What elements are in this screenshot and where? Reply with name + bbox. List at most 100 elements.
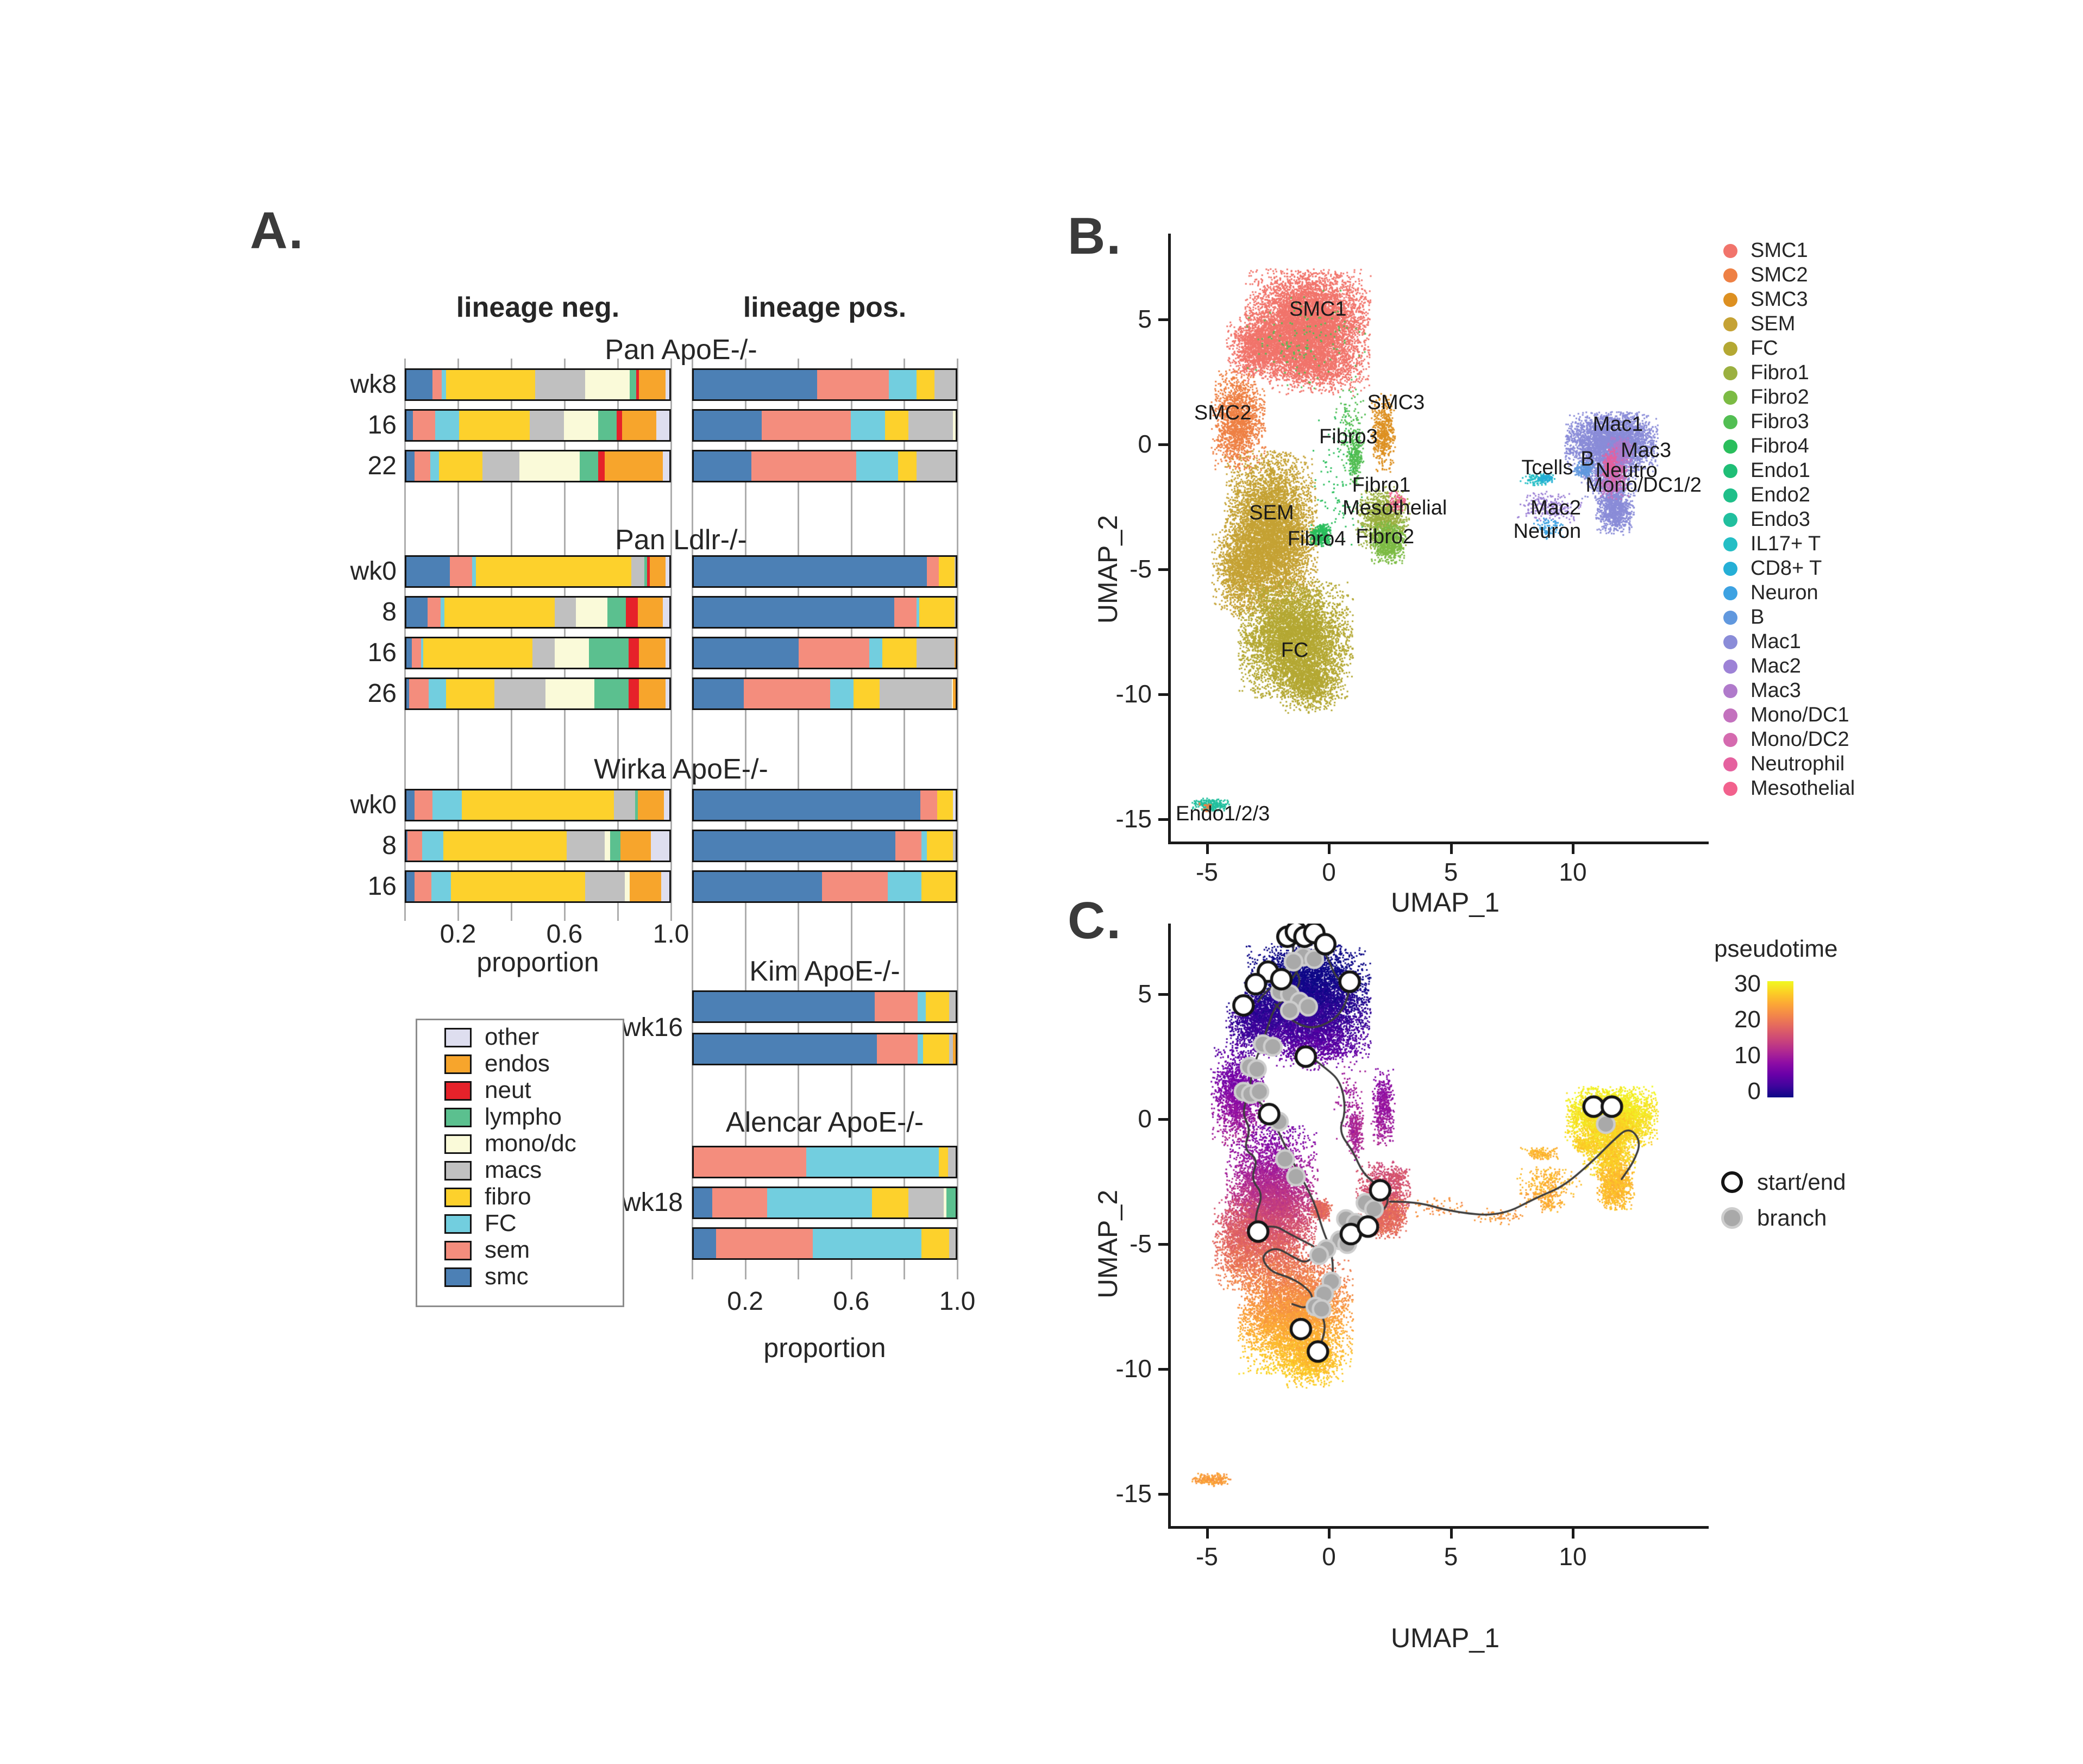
- bar-segment-fibro: [443, 831, 567, 861]
- group-row-label: wk16: [622, 1013, 683, 1042]
- row-label: 16: [367, 872, 397, 901]
- bar-segment-sem: [822, 872, 888, 901]
- legend-label-fibro3: Fibro3: [1751, 410, 1809, 433]
- bar-segment-monodc: [953, 411, 956, 440]
- bar-segment-macs: [916, 451, 956, 481]
- panel-b-y-tick: [1158, 693, 1168, 696]
- bar-segment-sem: [798, 638, 869, 668]
- legend-label-neut: neut: [485, 1077, 531, 1103]
- bar-segment-macs: [482, 451, 520, 481]
- bar-segment-fibro: [451, 872, 586, 901]
- stacked-bar: [692, 555, 957, 588]
- bar-segment-lympho: [644, 557, 647, 586]
- stacked-bar: [405, 368, 671, 401]
- bar-segment-sem: [894, 598, 917, 627]
- section-title: Kim ApoE-/-: [749, 956, 900, 987]
- legend-label-mesothelial: Mesothelial: [1751, 777, 1855, 800]
- bar-segment-other: [651, 831, 669, 861]
- bar-segment-endos: [953, 1034, 956, 1064]
- bar-segment-monodc: [585, 370, 630, 399]
- legend-label-fc: FC: [485, 1210, 517, 1236]
- panel-c-x-tick-label: -5: [1196, 1542, 1218, 1571]
- cluster-label-mesothelial: Mesothelial: [1342, 496, 1447, 519]
- bar-segment-sem: [762, 411, 851, 440]
- panel-c-y-tick-label: 5: [1138, 980, 1152, 1008]
- colorbar-tick-label: 30: [1734, 970, 1761, 997]
- legend-swatch-neut: [444, 1081, 472, 1101]
- section-title: Alencar ApoE-/-: [725, 1107, 924, 1138]
- axis-tick-label-pos: 0.2: [727, 1287, 763, 1316]
- x-axis-title-pos: proportion: [763, 1333, 886, 1363]
- panel-c-label: C.: [1068, 892, 1122, 950]
- legend-swatch-fibro: [444, 1188, 472, 1207]
- bar-segment-lympho: [589, 638, 629, 668]
- bar-segment-sem: [874, 992, 918, 1021]
- bar-segment-sem: [926, 557, 939, 586]
- legend-dot-mono-dc2: [1723, 733, 1737, 747]
- bar-segment-neut: [617, 411, 622, 440]
- panel-b-y-tick: [1158, 568, 1168, 571]
- bar-segment-fc: [813, 1229, 922, 1258]
- bar-segment-smc: [694, 679, 744, 708]
- legend-dot-fc: [1723, 342, 1737, 356]
- bar-segment-endos: [637, 598, 663, 627]
- cluster-label-mac1: Mac1: [1592, 412, 1643, 436]
- bar-segment-fibro: [898, 451, 917, 481]
- panel-c-x-tick: [1572, 1529, 1574, 1539]
- bar-segment-fibro: [938, 557, 955, 586]
- stacked-bar: [405, 409, 671, 442]
- bar-segment-lympho: [946, 1188, 956, 1217]
- bar-segment-neut: [626, 598, 638, 627]
- bar-segment-endos: [639, 679, 666, 708]
- bar-segment-macs: [880, 679, 952, 708]
- stacked-bar: [405, 830, 671, 862]
- stacked-bar: [692, 637, 957, 669]
- bar-segment-smc: [406, 679, 409, 708]
- cluster-label-endo1-2-3: Endo1/2/3: [1176, 802, 1270, 826]
- bar-segment-sem: [716, 1229, 813, 1258]
- panel-c-y-tick: [1158, 1118, 1168, 1121]
- legend-label-sem: sem: [485, 1236, 530, 1263]
- bar-segment-smc: [406, 790, 415, 820]
- axis-tick-label-neg: 0.6: [546, 920, 583, 949]
- bar-segment-fc: [430, 451, 440, 481]
- colorbar-tick-label: 20: [1734, 1006, 1761, 1033]
- cluster-label-mac2: Mac2: [1530, 496, 1582, 519]
- panel-b-x-tick: [1450, 844, 1453, 854]
- bar-segment-smc: [406, 370, 433, 399]
- bar-segment-fibro: [923, 1034, 949, 1064]
- panel-b-x-tick-label: 10: [1559, 858, 1587, 886]
- bar-segment-neut: [628, 638, 639, 668]
- bar-segment-fc: [869, 638, 883, 668]
- column-header-lineage-neg: lineage neg.: [456, 292, 620, 323]
- bar-segment-fc: [472, 557, 476, 586]
- bar-segment-fc: [440, 598, 445, 627]
- bar-segment-other: [953, 790, 956, 820]
- stacked-bar: [692, 409, 957, 442]
- bar-segment-other: [662, 598, 669, 627]
- stacked-bar: [405, 450, 671, 482]
- bar-segment-endos: [953, 679, 956, 708]
- group-row-label: wk18: [622, 1188, 683, 1217]
- pos-gridline: [957, 359, 958, 1279]
- bar-segment-smc: [694, 598, 894, 627]
- bar-segment-fc: [916, 598, 919, 627]
- panel-c-x-axis-line: [1168, 1526, 1709, 1529]
- section-title: Pan ApoE-/-: [605, 334, 757, 366]
- bar-segment-fc: [918, 992, 926, 1021]
- legend-swatch-smc: [444, 1267, 472, 1287]
- bar-segment-macs: [954, 598, 956, 627]
- stacked-bar: [405, 870, 671, 903]
- row-label: wk8: [350, 370, 397, 399]
- bar-segment-fibro: [854, 679, 880, 708]
- bar-segment-sem: [411, 638, 421, 668]
- bar-segment-monodc: [624, 872, 630, 901]
- bar-segment-monodc: [564, 411, 599, 440]
- legend-label-mac2: Mac2: [1751, 655, 1801, 677]
- bar-segment-fc: [830, 679, 854, 708]
- bar-segment-macs: [494, 679, 546, 708]
- bar-segment-fibro: [446, 679, 495, 708]
- axis-tick-label-pos: 0.6: [833, 1287, 870, 1316]
- bar-segment-fc: [767, 1188, 872, 1217]
- legend-dot-mac1: [1723, 635, 1737, 649]
